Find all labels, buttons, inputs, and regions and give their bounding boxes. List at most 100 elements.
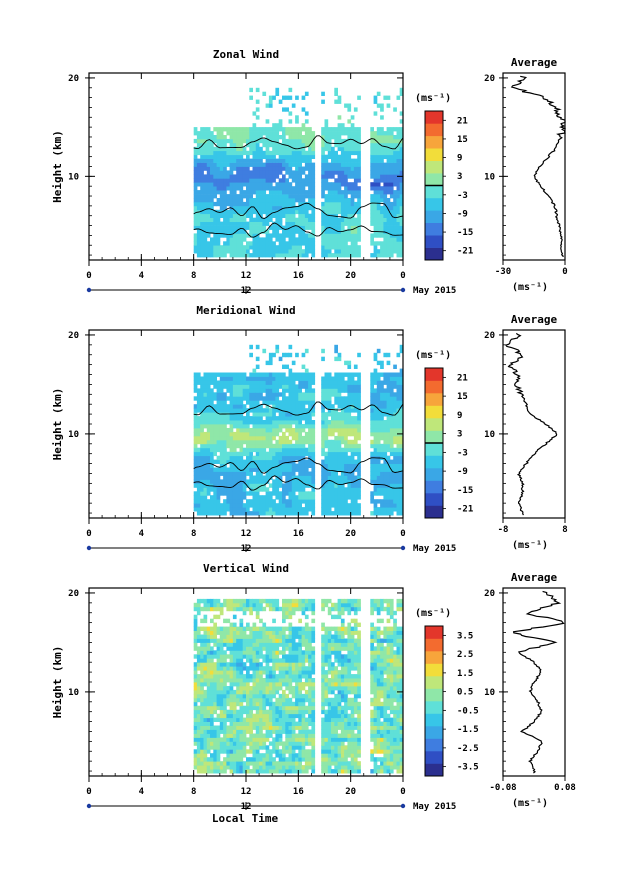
x-tick-label: 12 <box>241 271 252 281</box>
heatmap-cell <box>389 376 394 381</box>
heatmap-cell <box>219 198 224 203</box>
heatmap-cell <box>229 717 234 722</box>
profile-title: Average <box>511 56 558 69</box>
heatmap-cell <box>347 209 352 215</box>
heatmap-cell <box>229 630 234 635</box>
heatmap-cell <box>242 769 247 774</box>
heatmap-cell <box>350 428 355 433</box>
heatmap-cell <box>242 741 247 746</box>
heatmap-cell <box>265 439 270 445</box>
heatmap-cell <box>268 178 273 183</box>
heatmap-cell <box>223 499 227 504</box>
heatmap-cell <box>291 404 296 409</box>
heatmap-cell <box>272 158 276 163</box>
heatmap-cell <box>262 217 267 222</box>
heatmap-cell <box>232 190 237 195</box>
heatmap-cell <box>304 225 309 230</box>
heatmap-cell <box>347 142 352 148</box>
heatmap-cell <box>223 245 227 250</box>
heatmap-cell <box>278 392 283 397</box>
heatmap-cell <box>229 158 234 163</box>
heatmap-cell <box>193 150 198 156</box>
heatmap-cell <box>399 491 404 496</box>
heatmap-cell <box>259 511 263 516</box>
heatmap-cell <box>357 158 361 163</box>
heatmap-cell <box>252 443 257 449</box>
heatmap-cell <box>357 487 361 492</box>
heatmap-cell <box>389 447 394 453</box>
heatmap-cell <box>203 384 208 389</box>
heatmap-cell <box>386 146 391 152</box>
heatmap-cell <box>213 209 217 215</box>
heatmap-cell <box>203 380 208 385</box>
heatmap-cell <box>265 138 270 144</box>
heatmap-cell <box>288 388 293 393</box>
heatmap-cell <box>265 103 270 108</box>
heatmap-cell <box>203 721 208 726</box>
heatmap-cell <box>193 201 198 207</box>
heatmap-cell <box>249 380 253 385</box>
heatmap-cell <box>232 626 237 631</box>
heatmap-cell <box>206 182 211 187</box>
heatmap-cell <box>389 217 394 222</box>
heatmap-cell <box>285 491 289 496</box>
heatmap-cell <box>275 190 280 195</box>
heatmap-cell <box>206 249 211 254</box>
heatmap-cell <box>265 174 270 179</box>
heatmap-cell <box>386 233 391 238</box>
heatmap-cell <box>210 416 214 421</box>
heatmap-cell <box>321 459 325 464</box>
heatmap-cell <box>383 439 388 445</box>
heatmap-cell <box>262 420 267 425</box>
heatmap-cell <box>193 499 198 504</box>
heatmap-cell <box>219 213 224 218</box>
heatmap-cell <box>203 606 208 612</box>
heatmap-cell <box>370 142 374 148</box>
heatmap-cell <box>232 412 237 417</box>
heatmap-cell <box>321 194 325 199</box>
heatmap-cell <box>219 435 224 441</box>
heatmap-cell <box>193 491 198 496</box>
heatmap-cell <box>200 158 204 163</box>
heatmap-cell <box>301 467 306 472</box>
heatmap-cell <box>252 182 257 187</box>
heatmap-cell <box>200 205 204 211</box>
heatmap-cell <box>252 626 257 631</box>
heatmap-cell <box>239 201 244 207</box>
heatmap-cell <box>376 225 381 230</box>
heatmap-cell <box>255 424 260 429</box>
heatmap-cell <box>357 372 361 377</box>
heatmap-cell <box>193 693 198 699</box>
heatmap-cell <box>232 131 237 136</box>
heatmap-cell <box>196 455 201 461</box>
x-tick-label: 16 <box>293 271 304 281</box>
heatmap-cell <box>383 253 388 258</box>
heatmap-cell <box>311 225 316 230</box>
heatmap-cell <box>295 127 299 132</box>
heatmap-cell <box>295 186 299 191</box>
heatmap-cell <box>193 459 198 464</box>
heatmap-cell <box>249 674 253 679</box>
heatmap-cell <box>327 384 332 389</box>
heatmap-cell <box>285 213 289 218</box>
heatmap-cell <box>223 467 227 472</box>
heatmap-cell <box>242 194 247 199</box>
heatmap-cell <box>252 658 257 663</box>
heatmap-cell <box>295 249 299 254</box>
heatmap-cell <box>210 396 214 401</box>
heatmap-cell <box>393 475 397 480</box>
heatmap-cell <box>389 225 394 230</box>
heatmap-cell <box>226 178 231 183</box>
heatmap-cell <box>255 451 260 457</box>
heatmap-cell <box>344 439 348 445</box>
heatmap-cell <box>285 396 289 401</box>
heatmap-cell <box>353 253 358 258</box>
heatmap-cell <box>304 495 309 500</box>
heatmap-cell <box>196 491 201 496</box>
heatmap-cell <box>340 209 345 215</box>
heatmap-cell <box>340 233 345 238</box>
heatmap-cell <box>246 693 250 699</box>
heatmap-cell <box>255 146 260 152</box>
heatmap-cell <box>285 198 289 203</box>
heatmap-cell <box>239 372 244 377</box>
